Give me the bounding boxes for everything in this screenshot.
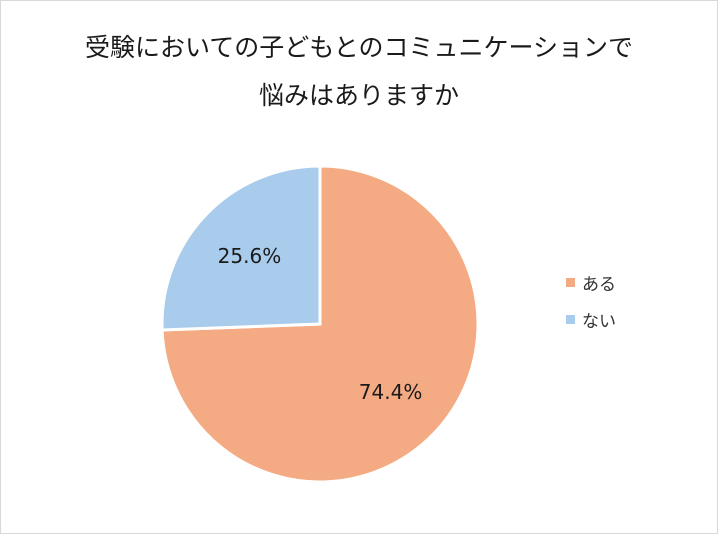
chart-title-line-2: 悩みはありますか [258, 81, 459, 110]
legend-swatch [566, 278, 575, 287]
chart-title-line-1: 受験においての子どもとのコミュニケーションで [84, 33, 633, 62]
legend-label: ある [582, 275, 616, 295]
legend-item-nai: ない [566, 307, 616, 332]
legend-item-aru: ある [566, 270, 616, 295]
legend-label: ない [582, 312, 616, 332]
data-label-1: 25.6% [218, 244, 282, 268]
pie-slice-1 [160, 164, 322, 332]
legend-swatch [566, 315, 575, 324]
data-label-0: 74.4% [359, 380, 423, 404]
